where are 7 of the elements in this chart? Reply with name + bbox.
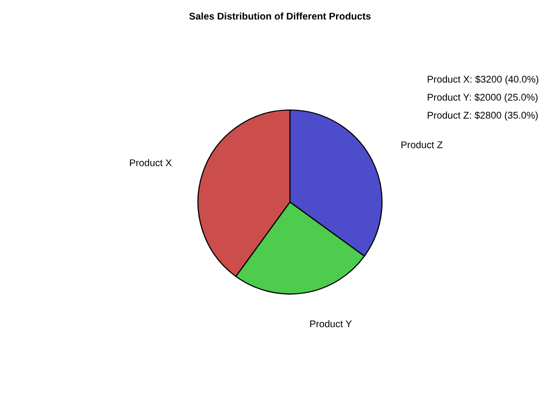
text: Product Y: $2000 (25.0%) xyxy=(428,93,538,103)
chart-title: Sales Distribution of Different Products xyxy=(189,12,371,20)
text: Product Z: $2800 (35.0%) xyxy=(428,111,538,121)
text: Product X: $3200 (40.0%) xyxy=(428,75,538,85)
slice-label: Product Y xyxy=(310,320,352,328)
slice-label: Product X xyxy=(130,159,172,166)
slice-label: Product Z xyxy=(401,141,443,148)
